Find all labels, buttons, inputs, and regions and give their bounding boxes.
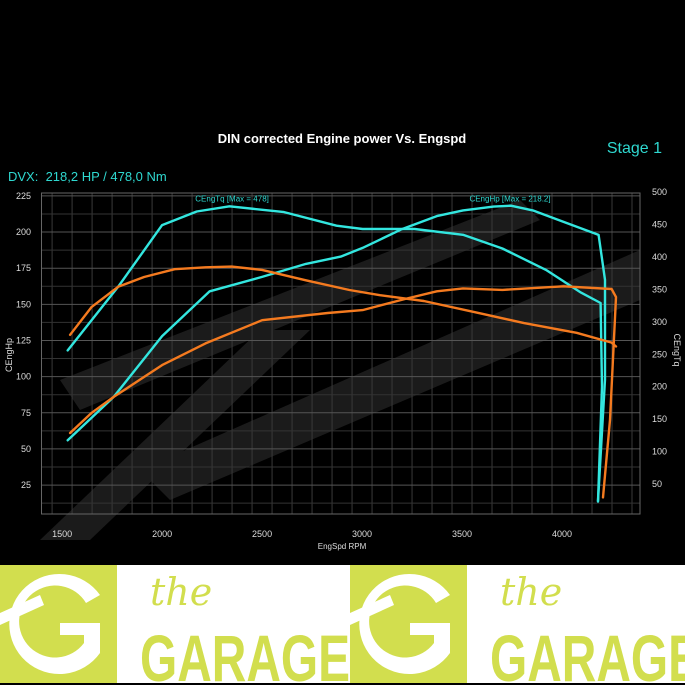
y2-tick-label: 400 [652,252,667,262]
y-tick-label: 75 [21,408,31,418]
series-lines [66,204,618,503]
x-tick-label: 3500 [452,529,472,539]
axis-ticks: 1500 2000 2500 3000 3500 4000 25 50 75 100 125 150 1… [16,187,667,539]
y-tick-label: 150 [16,299,31,309]
y2-tick-label: 300 [652,317,667,327]
y-axis-label: CEngHp [4,338,14,372]
annotation-power-max: CEngHp [Max = 218.2] [469,194,550,203]
y-tick-label: 125 [16,335,31,345]
result-label: DVX: 218,2 HP / 478,0 Nm [8,169,167,184]
y-tick-label: 50 [21,444,31,454]
annotation-torque-max: CEngTq [Max = 478] [195,194,269,203]
dyno-chart: DIN corrected Engine power Vs. Engspd St… [0,0,685,565]
x-tick-label: 3000 [352,529,372,539]
watermark [40,200,640,540]
y-tick-label: 25 [21,480,31,490]
x-tick-label: 4000 [552,529,572,539]
chart-background [0,0,685,565]
y2-axis-label: CEngTq [672,333,682,366]
stage-label: Stage 1 [607,140,662,157]
series-line-tuned-hp [66,204,607,503]
chart-title: DIN corrected Engine power Vs. Engspd [218,131,467,146]
y-tick-label: 100 [16,372,31,382]
x-tick-label: 2500 [252,529,272,539]
svg-text:GARAGE: GARAGE [140,621,350,683]
y2-tick-label: 500 [652,187,667,197]
y2-tick-label: 450 [652,219,667,229]
plot-frame [41,192,641,515]
x-tick-label: 2000 [152,529,172,539]
y-tick-label: 225 [16,191,31,201]
x-axis-label: EngSpd RPM [318,542,367,551]
y2-tick-label: 250 [652,349,667,359]
y2-tick-label: 50 [652,479,662,489]
y2-tick-label: 150 [652,414,667,424]
y-tick-label: 200 [16,227,31,237]
y2-tick-label: 200 [652,382,667,392]
svg-text:the: the [150,570,212,614]
y-tick-label: 175 [16,263,31,273]
series-line-stock-tq [68,265,618,348]
garage-logo: the GARAGE [0,565,685,683]
series-line-tuned-tq [66,205,604,503]
y2-tick-label: 350 [652,284,667,294]
y2-tick-label: 100 [652,447,667,457]
garage-logo-banner: the GARAGE [0,565,685,683]
grid [41,193,640,514]
x-tick-label: 1500 [52,529,72,539]
